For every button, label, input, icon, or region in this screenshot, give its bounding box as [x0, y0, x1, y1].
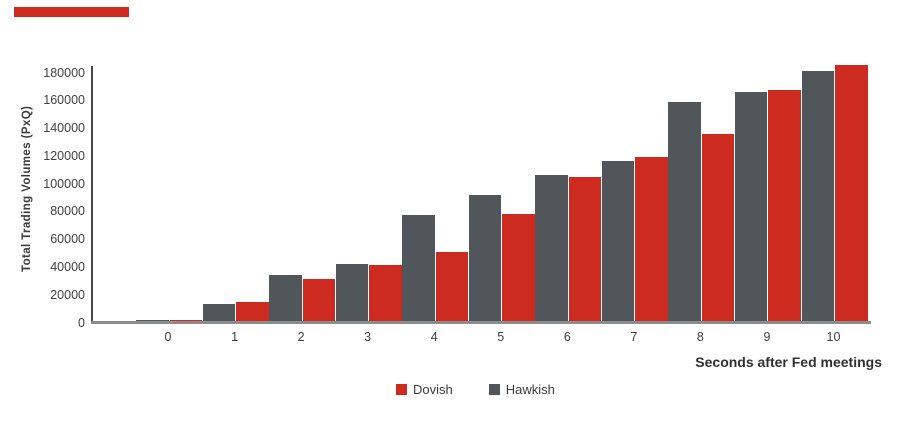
y-tick-label: 140000 [43, 121, 85, 136]
bar-hawkish-3 [335, 264, 369, 321]
x-tick-label: 9 [763, 330, 771, 344]
legend-item-dovish: Dovish [396, 382, 453, 397]
y-tick-label: 40000 [50, 259, 85, 274]
legend-label-hawkish: Hawkish [505, 382, 555, 397]
bar-dovish-4 [435, 251, 469, 321]
bar-dovish-5 [502, 214, 535, 321]
bar-hawkish-5 [468, 194, 502, 321]
bar-hawkish-4 [402, 215, 435, 321]
bar-dovish-9 [768, 90, 801, 321]
bar-hawkish-10 [801, 71, 834, 321]
y-tick-label: 160000 [43, 93, 85, 108]
y-tick-label: 20000 [50, 287, 85, 302]
bar-hawkish-6 [535, 175, 568, 321]
x-tick-label: 2 [297, 330, 305, 344]
y-tick-label: 80000 [50, 204, 85, 219]
x-axis-title: Seconds after Fed meetings [695, 354, 882, 370]
bar-dovish-0 [169, 320, 202, 321]
x-tick-label: 4 [430, 330, 438, 344]
x-tick-label: 6 [563, 330, 571, 344]
dovish-swatch-icon [396, 384, 407, 395]
y-tick-label: 120000 [43, 148, 85, 163]
y-tick-label: 0 [78, 315, 85, 330]
bar-dovish-10 [835, 65, 868, 321]
bar-hawkish-8 [668, 101, 701, 321]
bar-hawkish-2 [269, 275, 302, 321]
hawkish-swatch-icon [488, 384, 500, 395]
y-tick-label: 180000 [43, 65, 85, 80]
x-tick-label: 1 [231, 330, 239, 344]
bar-dovish-3 [369, 265, 402, 321]
bar-hawkish-9 [734, 91, 768, 321]
y-axis-line [91, 66, 93, 324]
legend: Dovish Hawkish [396, 382, 555, 397]
bar-dovish-7 [635, 157, 668, 321]
bar-hawkish-7 [601, 161, 635, 321]
bar-dovish-6 [568, 176, 602, 321]
x-tick-label: 0 [164, 330, 172, 344]
x-tick-label: 3 [364, 330, 372, 344]
legend-item-hawkish: Hawkish [488, 382, 555, 397]
bar-hawkish-0 [136, 319, 169, 321]
x-tick-label: 8 [696, 330, 704, 344]
bar-dovish-2 [302, 279, 336, 321]
legend-label-dovish: Dovish [413, 382, 453, 397]
y-tick-label: 100000 [43, 176, 85, 191]
bar-dovish-8 [701, 133, 735, 321]
bar-dovish-1 [236, 301, 269, 321]
x-axis-line [91, 321, 871, 324]
x-tick-label: 7 [630, 330, 638, 344]
x-tick-label: 10 [826, 330, 841, 344]
x-tick-label: 5 [497, 330, 505, 344]
y-tick-label: 60000 [50, 232, 85, 247]
bar-hawkish-1 [202, 304, 236, 321]
brand-accent-bar [14, 7, 129, 17]
